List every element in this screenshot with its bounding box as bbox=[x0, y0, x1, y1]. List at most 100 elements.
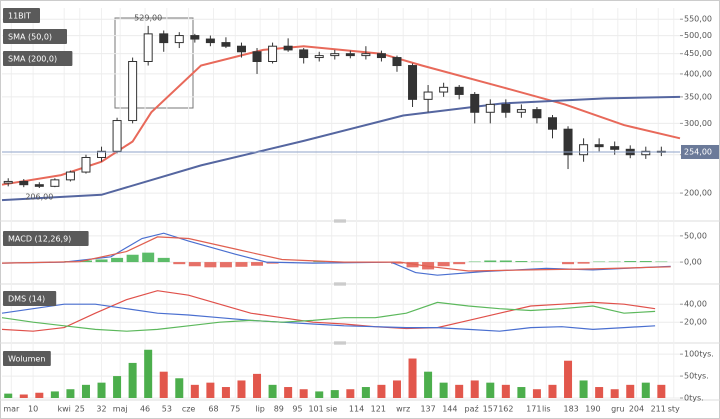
volume-bar bbox=[81, 384, 90, 398]
histogram-bar bbox=[266, 262, 279, 264]
candle-body bbox=[345, 53, 355, 57]
x-tick-label: maj bbox=[113, 405, 128, 414]
histogram-bar bbox=[173, 262, 186, 265]
candle-body bbox=[454, 86, 464, 95]
legend-label: DMS (14) bbox=[8, 295, 45, 304]
volume-bar bbox=[159, 371, 168, 398]
legend-label: Wolumen bbox=[8, 355, 45, 364]
candle-body bbox=[439, 86, 449, 93]
candle-body bbox=[314, 55, 324, 59]
histogram-bar bbox=[95, 259, 108, 263]
volume-bar bbox=[206, 382, 215, 398]
candle-body bbox=[34, 184, 44, 187]
volume-bar bbox=[439, 382, 448, 398]
candle-body bbox=[283, 45, 293, 51]
pane-handles bbox=[334, 219, 346, 345]
volume-bar bbox=[595, 387, 604, 398]
histogram-bar bbox=[188, 262, 201, 267]
x-tick-label: 75 bbox=[230, 405, 240, 414]
candle-body bbox=[485, 103, 495, 113]
x-tick-label: mar bbox=[3, 405, 20, 414]
legend-box bbox=[3, 29, 67, 44]
volume-bar bbox=[377, 384, 386, 398]
x-tick-label: sty bbox=[668, 405, 680, 414]
macd-line bbox=[1, 236, 671, 272]
histogram-bar bbox=[468, 261, 481, 263]
volume-bar bbox=[19, 394, 28, 398]
candle-body bbox=[3, 180, 13, 184]
legend-box bbox=[3, 51, 73, 66]
x-tick-label: 68 bbox=[208, 405, 218, 414]
y-tick-label: 20,00 bbox=[684, 318, 707, 327]
x-tick-label: 162 bbox=[498, 405, 513, 414]
candle-body bbox=[81, 156, 91, 173]
volume-bar bbox=[346, 389, 355, 398]
legend-box bbox=[3, 8, 40, 23]
volume-bar bbox=[330, 390, 339, 398]
histogram-bar bbox=[157, 257, 170, 263]
legend-label: 11BIT bbox=[8, 12, 31, 21]
legend-label: SMA (50,0) bbox=[8, 33, 52, 42]
volume-bar bbox=[517, 387, 526, 398]
candle-body bbox=[408, 65, 418, 100]
y-tick-label: 300,00 bbox=[684, 119, 712, 128]
annotation: 529,00 bbox=[134, 13, 162, 22]
x-tick-label: 114 bbox=[349, 405, 364, 414]
volume-bar bbox=[532, 389, 541, 398]
x-tick-label: cze bbox=[182, 405, 196, 414]
histogram-bar bbox=[515, 261, 528, 263]
candle-body bbox=[112, 120, 122, 152]
y-tick-label: 40,00 bbox=[684, 300, 707, 309]
candle-body bbox=[236, 45, 246, 53]
y-tick-label: 350,00 bbox=[684, 92, 712, 101]
x-tick-label: 121 bbox=[371, 405, 386, 414]
histogram-bar bbox=[577, 262, 590, 264]
x-tick-label: 137 bbox=[420, 405, 435, 414]
volume-bar bbox=[4, 393, 13, 398]
histogram-bar bbox=[142, 252, 155, 263]
candle-body bbox=[376, 53, 386, 59]
x-tick-label: lis bbox=[542, 405, 551, 414]
histogram-bar bbox=[111, 257, 124, 263]
x-tick-label: wrz bbox=[396, 405, 410, 414]
candle-body bbox=[563, 128, 573, 156]
volume-bar bbox=[408, 358, 417, 398]
y-tick-label: 0,00 bbox=[684, 258, 702, 267]
histogram-bar bbox=[608, 261, 621, 263]
legend-box bbox=[3, 231, 89, 246]
candle-body bbox=[361, 53, 371, 57]
histogram-bar bbox=[655, 261, 668, 263]
histogram-bar bbox=[204, 262, 217, 268]
candle-body bbox=[174, 35, 184, 44]
x-tick-label: 53 bbox=[162, 405, 172, 414]
volume-bar bbox=[455, 384, 464, 398]
candle-body bbox=[501, 103, 511, 113]
volume-bar bbox=[564, 360, 573, 398]
volume-bar bbox=[268, 384, 277, 398]
histogram-bar bbox=[624, 261, 637, 263]
histogram-bar bbox=[126, 254, 139, 263]
dms-line bbox=[1, 301, 656, 332]
x-tick-label: 204 bbox=[629, 405, 644, 414]
x-tick-label: 183 bbox=[564, 405, 579, 414]
x-tick-label: 10 bbox=[28, 405, 38, 414]
candle-body bbox=[50, 179, 60, 187]
candle-body bbox=[190, 35, 200, 40]
volume-bar bbox=[626, 384, 635, 398]
y-tick-label: 400,00 bbox=[684, 69, 712, 78]
volume-bar bbox=[361, 387, 370, 398]
candle-body bbox=[221, 42, 231, 47]
volume-bar bbox=[579, 380, 588, 398]
candle-body bbox=[470, 93, 480, 113]
candle-body bbox=[423, 91, 433, 100]
x-tick-label: 46 bbox=[140, 405, 150, 414]
candle-body bbox=[641, 150, 651, 156]
candle-body bbox=[532, 109, 542, 119]
annotation: 206,00 bbox=[25, 192, 53, 201]
volume-bar bbox=[284, 387, 293, 398]
volume-bar bbox=[144, 349, 153, 398]
volume-bar bbox=[392, 380, 401, 398]
candle-body bbox=[19, 180, 29, 186]
volume-bar bbox=[190, 384, 199, 398]
